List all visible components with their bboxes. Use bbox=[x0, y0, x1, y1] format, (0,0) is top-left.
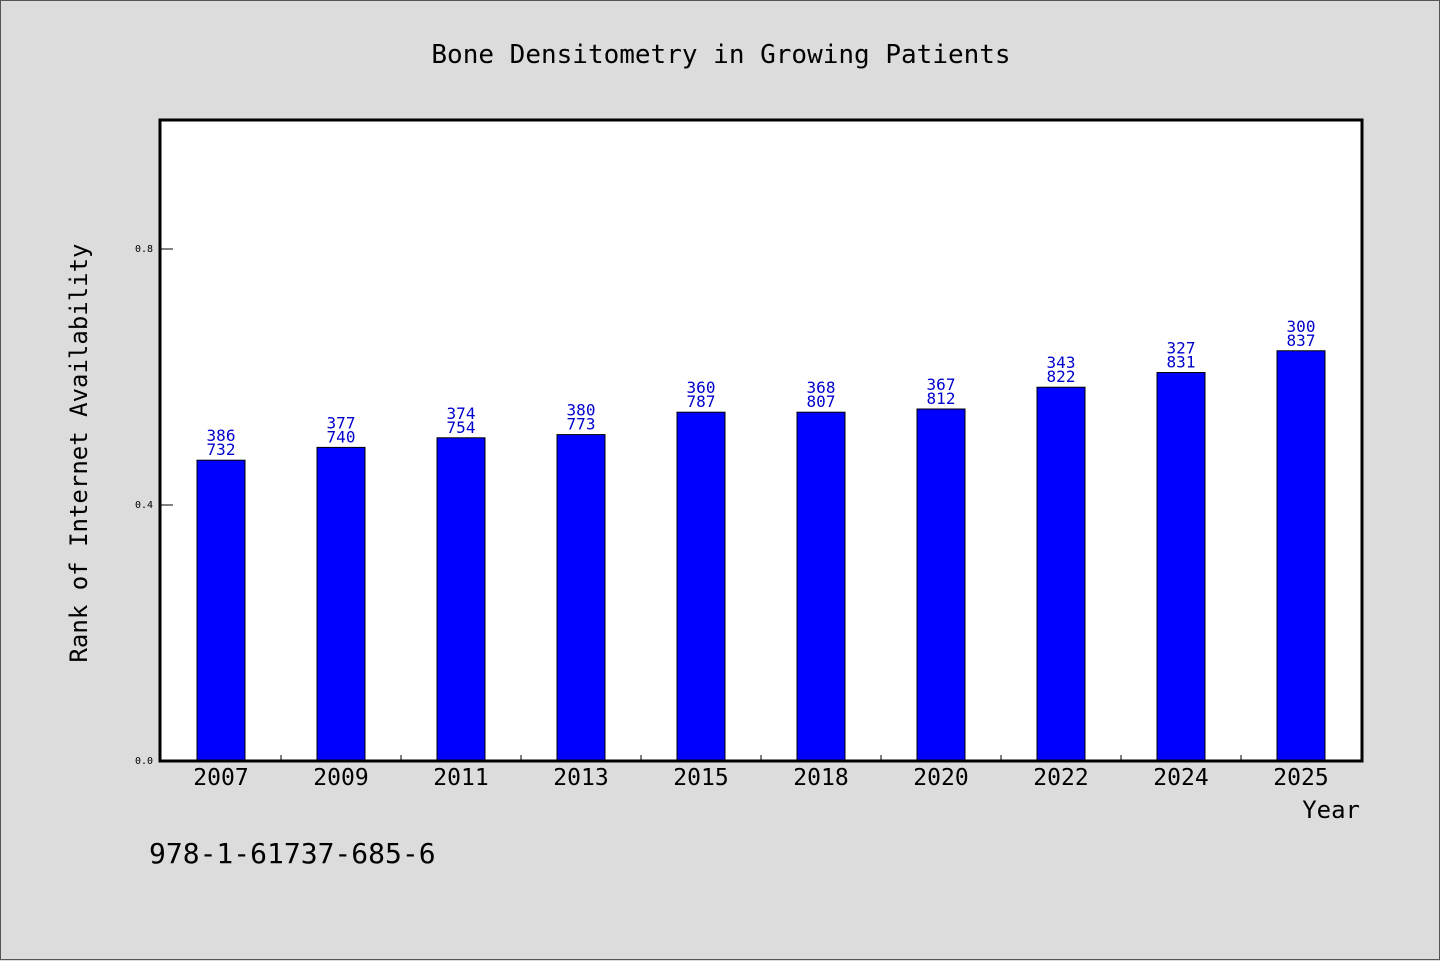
x-tick-label: 2015 bbox=[673, 765, 728, 791]
bar-label-top: 327 bbox=[1167, 339, 1196, 358]
chart-title: Bone Densitometry in Growing Patients bbox=[431, 40, 1010, 70]
bar bbox=[436, 437, 486, 762]
bar-label-bottom: 773 bbox=[567, 415, 596, 434]
bar-label-bottom: 732 bbox=[207, 440, 236, 459]
bar bbox=[1036, 386, 1086, 762]
bar-label-top: 300 bbox=[1287, 317, 1316, 336]
bar-label-top: 377 bbox=[327, 413, 356, 432]
x-tick-label: 2009 bbox=[313, 765, 368, 791]
bar bbox=[1276, 350, 1326, 762]
bar bbox=[196, 459, 246, 762]
bar bbox=[676, 411, 726, 762]
x-tick-label: 2013 bbox=[553, 765, 608, 791]
x-tick-label: 2025 bbox=[1273, 765, 1328, 791]
x-tick-label: 2007 bbox=[193, 765, 248, 791]
bar-label-top: 380 bbox=[567, 401, 596, 420]
y-tick-label: 0.0 bbox=[135, 756, 153, 767]
bar bbox=[916, 408, 966, 762]
x-tick-label: 2018 bbox=[793, 765, 848, 791]
bar-label-top: 360 bbox=[687, 378, 716, 397]
x-axis-label: Year bbox=[1302, 796, 1360, 824]
bar bbox=[796, 411, 846, 762]
x-tick-label: 2011 bbox=[433, 765, 488, 791]
y-tick-label: 0.4 bbox=[135, 500, 153, 511]
bar-label-bottom: 831 bbox=[1167, 353, 1196, 372]
bar-label-bottom: 807 bbox=[807, 392, 836, 411]
bar-label-bottom: 787 bbox=[687, 392, 716, 411]
bar-label-bottom: 812 bbox=[927, 389, 956, 408]
bar-label-bottom: 740 bbox=[327, 427, 356, 446]
bar-label-bottom: 837 bbox=[1287, 331, 1316, 350]
plot-border bbox=[158, 118, 1364, 763]
y-axis-label: Rank of Internet Availability bbox=[65, 243, 93, 662]
isbn-text: 978-1-61737-685-6 bbox=[149, 837, 436, 870]
bar-label-top: 368 bbox=[807, 378, 836, 397]
x-tick-label: 2022 bbox=[1033, 765, 1088, 791]
bar-label-top: 367 bbox=[927, 375, 956, 394]
bar-label-bottom: 754 bbox=[447, 418, 476, 437]
bar bbox=[316, 446, 366, 762]
ticks-layer: 0.0 0.4 0.8 2007 2009 2011 2013 2015 2018 2020 202… bbox=[135, 244, 1329, 791]
y-tick-label: 0.8 bbox=[135, 244, 153, 255]
bars-layer: 3867323777403747543807733607873688073678… bbox=[196, 317, 1326, 762]
bar-label-top: 386 bbox=[207, 426, 236, 445]
x-tick-label: 2024 bbox=[1153, 765, 1208, 791]
bar bbox=[1156, 372, 1206, 762]
bar-label-top: 343 bbox=[1047, 353, 1076, 372]
bar-label-top: 374 bbox=[447, 404, 476, 423]
bar-label-bottom: 822 bbox=[1047, 367, 1076, 386]
x-tick-label: 2020 bbox=[913, 765, 968, 791]
bar bbox=[556, 434, 606, 762]
